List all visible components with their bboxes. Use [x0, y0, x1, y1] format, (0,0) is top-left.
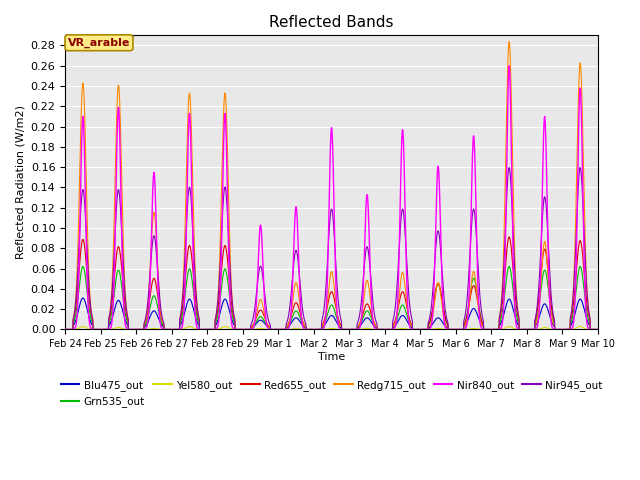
- Blu475_out: [594, 326, 602, 332]
- Yel580_out: [481, 326, 489, 332]
- Grn535_out: [422, 326, 429, 332]
- Redg715_out: [312, 326, 319, 332]
- Grn535_out: [157, 318, 165, 324]
- Redg715_out: [451, 326, 458, 332]
- Nir945_out: [481, 326, 489, 332]
- Red655_out: [451, 326, 458, 332]
- Nir840_out: [505, 63, 513, 69]
- Nir945_out: [421, 326, 429, 332]
- Nir945_out: [577, 165, 584, 170]
- Yel580_out: [422, 326, 429, 332]
- Blu475_out: [79, 295, 87, 301]
- Text: VR_arable: VR_arable: [68, 37, 130, 48]
- Nir840_out: [594, 326, 602, 332]
- Red655_out: [593, 326, 601, 332]
- Red655_out: [505, 234, 513, 240]
- Grn535_out: [79, 264, 87, 269]
- Nir945_out: [157, 306, 164, 312]
- Yel580_out: [312, 326, 319, 332]
- Blu475_out: [593, 326, 601, 332]
- Redg715_out: [593, 326, 601, 332]
- Yel580_out: [594, 326, 602, 332]
- Yel580_out: [451, 326, 459, 332]
- Nir945_out: [594, 326, 602, 332]
- Line: Yel580_out: Yel580_out: [65, 326, 598, 329]
- Line: Grn535_out: Grn535_out: [65, 266, 598, 329]
- Yel580_out: [79, 324, 87, 329]
- Nir945_out: [61, 326, 69, 332]
- Line: Redg715_out: Redg715_out: [65, 42, 598, 329]
- Yel580_out: [61, 326, 69, 332]
- Grn535_out: [61, 326, 69, 332]
- Red655_out: [61, 326, 69, 332]
- Grn535_out: [594, 326, 602, 332]
- Nir840_out: [451, 326, 458, 332]
- Red655_out: [421, 326, 429, 332]
- Nir840_out: [593, 326, 601, 332]
- Line: Nir840_out: Nir840_out: [65, 66, 598, 329]
- Title: Reflected Bands: Reflected Bands: [269, 15, 394, 30]
- Red655_out: [157, 312, 164, 318]
- Blu475_out: [451, 326, 459, 332]
- Nir840_out: [421, 326, 429, 332]
- Legend: Blu475_out, Grn535_out, Yel580_out, Red655_out, Redg715_out, Nir840_out, Nir945_: Blu475_out, Grn535_out, Yel580_out, Red6…: [56, 376, 607, 411]
- Red655_out: [481, 326, 489, 332]
- Nir945_out: [312, 326, 319, 332]
- Blu475_out: [61, 326, 69, 332]
- Nir945_out: [451, 326, 458, 332]
- Nir945_out: [593, 326, 601, 332]
- Nir840_out: [61, 326, 69, 332]
- X-axis label: Time: Time: [318, 352, 345, 362]
- Redg715_out: [505, 39, 513, 45]
- Grn535_out: [481, 326, 489, 332]
- Nir840_out: [312, 326, 319, 332]
- Grn535_out: [593, 326, 601, 332]
- Y-axis label: Reflected Radiation (W/m2): Reflected Radiation (W/m2): [15, 106, 25, 259]
- Redg715_out: [157, 310, 164, 315]
- Blu475_out: [157, 321, 165, 327]
- Grn535_out: [312, 326, 319, 332]
- Nir840_out: [481, 326, 489, 332]
- Red655_out: [312, 326, 319, 332]
- Redg715_out: [61, 326, 69, 332]
- Blu475_out: [422, 326, 429, 332]
- Redg715_out: [594, 326, 602, 332]
- Blu475_out: [481, 326, 489, 332]
- Yel580_out: [157, 326, 165, 332]
- Redg715_out: [481, 326, 489, 332]
- Blu475_out: [312, 326, 319, 332]
- Line: Nir945_out: Nir945_out: [65, 168, 598, 329]
- Line: Red655_out: Red655_out: [65, 237, 598, 329]
- Nir840_out: [157, 324, 164, 329]
- Line: Blu475_out: Blu475_out: [65, 298, 598, 329]
- Yel580_out: [593, 326, 601, 332]
- Redg715_out: [421, 326, 429, 332]
- Red655_out: [594, 326, 602, 332]
- Grn535_out: [451, 326, 459, 332]
